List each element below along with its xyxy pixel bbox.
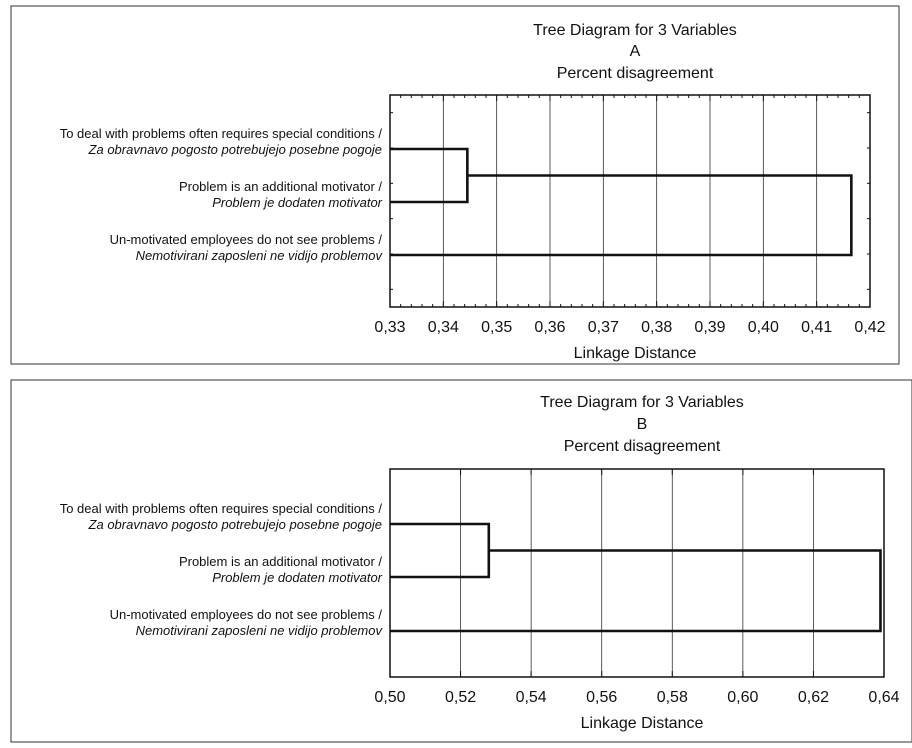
x-tick-label: 0,36 bbox=[534, 319, 565, 336]
variable-label: Problem is an additional motivator / bbox=[179, 179, 382, 194]
dendrogram-link-cluster-1 bbox=[390, 147, 469, 204]
variable-label-translation: Nemotivirani zaposleni ne vidijo problem… bbox=[136, 248, 384, 263]
dendrogram-a: Tree Diagram for 3 Variables A Percent dis… bbox=[10, 5, 900, 365]
dendrogram-link-cluster-2 bbox=[390, 549, 882, 633]
variable-label-translation: Nemotivirani zaposleni ne vidijo problem… bbox=[136, 623, 384, 638]
variable-label: To deal with problems often requires spe… bbox=[60, 126, 383, 141]
x-tick-label: 0,37 bbox=[588, 319, 619, 336]
x-tick-label: 0,39 bbox=[694, 319, 725, 336]
panel-border bbox=[10, 5, 900, 365]
x-tick-label: 0,41 bbox=[801, 319, 832, 336]
variable-label: Problem is an additional motivator / bbox=[179, 554, 382, 569]
x-tick-label: 0,33 bbox=[374, 319, 405, 336]
x-tick-label: 0,56 bbox=[586, 689, 617, 706]
x-tick-label: 0,62 bbox=[798, 689, 829, 706]
x-tick-label: 0,52 bbox=[445, 689, 476, 706]
dendrogram-link-cluster-1 bbox=[390, 522, 491, 579]
chart-title: Tree Diagram for 3 Variables bbox=[533, 22, 737, 39]
x-tick-label: 0,50 bbox=[374, 689, 405, 706]
dendrogram-b: Tree Diagram for 3 Variables B Percent dis… bbox=[10, 379, 912, 743]
x-axis-label: Linkage Distance bbox=[581, 715, 704, 732]
x-tick-label: 0,35 bbox=[481, 319, 512, 336]
chart-subtitle: B bbox=[637, 416, 648, 433]
variable-label-translation: Za obravnavo pogosto potrebujejo posebne… bbox=[88, 517, 382, 532]
variable-label-translation: Problem je dodaten motivator bbox=[212, 570, 382, 585]
chart-metric: Percent disagreement bbox=[564, 438, 721, 455]
panel-a: Tree Diagram for 3 Variables A Percent dis… bbox=[0, 0, 912, 373]
chart-title: Tree Diagram for 3 Variables bbox=[540, 394, 744, 411]
variable-label: To deal with problems often requires spe… bbox=[60, 501, 383, 516]
x-tick-label: 0,34 bbox=[428, 319, 459, 336]
variable-label: Un-motivated employees do not see proble… bbox=[110, 607, 383, 622]
plot-frame bbox=[389, 468, 885, 678]
panel-b: Tree Diagram for 3 Variables B Percent dis… bbox=[0, 374, 912, 748]
x-axis-label: Linkage Distance bbox=[574, 345, 697, 362]
x-tick-label: 0,58 bbox=[657, 689, 688, 706]
x-tick-label: 0,60 bbox=[727, 689, 758, 706]
variable-label-translation: Problem je dodaten motivator bbox=[212, 195, 382, 210]
variable-label: Un-motivated employees do not see proble… bbox=[110, 232, 383, 247]
x-tick-label: 0,54 bbox=[516, 689, 547, 706]
x-tick-label: 0,64 bbox=[868, 689, 899, 706]
chart-subtitle: A bbox=[630, 43, 641, 60]
chart-metric: Percent disagreement bbox=[557, 65, 714, 82]
variable-label-translation: Za obravnavo pogosto potrebujejo posebne… bbox=[88, 142, 382, 157]
panel-border bbox=[10, 379, 912, 743]
x-tick-label: 0,42 bbox=[854, 319, 885, 336]
x-tick-label: 0,38 bbox=[641, 319, 672, 336]
dendrogram-link-cluster-2 bbox=[390, 174, 853, 257]
x-tick-label: 0,40 bbox=[748, 319, 779, 336]
